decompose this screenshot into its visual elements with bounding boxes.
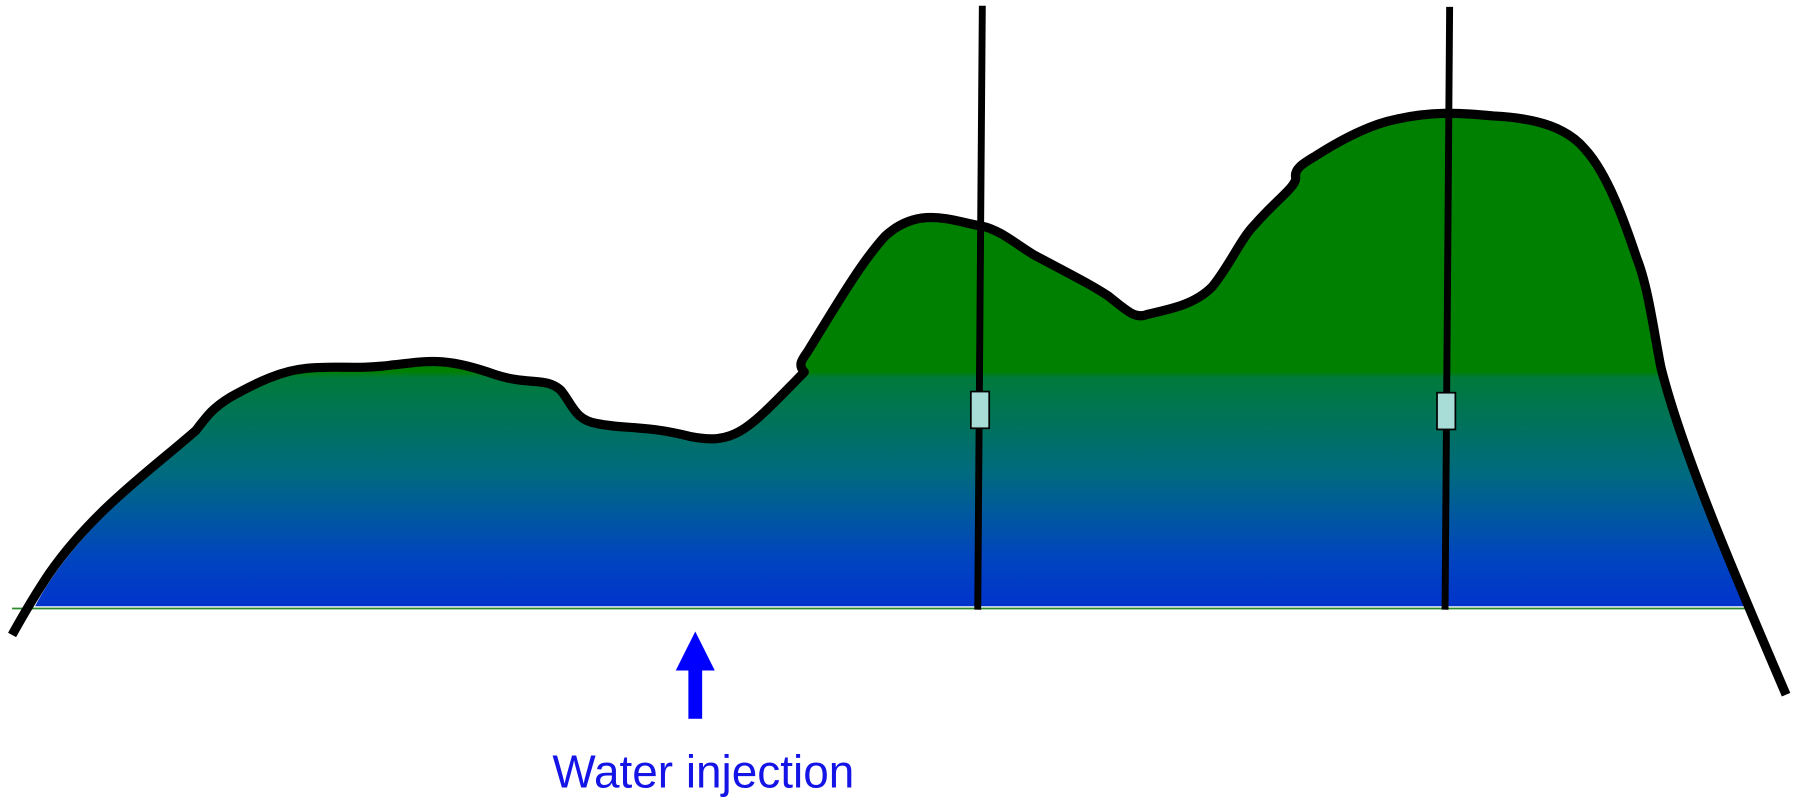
well-2 (1441, 6, 1454, 610)
well-2-perforation (1436, 391, 1457, 431)
well-1-perforation (969, 390, 991, 430)
injection-label: Water injection (552, 746, 854, 798)
well-1 (974, 5, 986, 610)
injection-arrow-shaft (688, 669, 703, 719)
reservoir-fill (35, 113, 1744, 607)
injection-arrow-head (675, 631, 715, 671)
